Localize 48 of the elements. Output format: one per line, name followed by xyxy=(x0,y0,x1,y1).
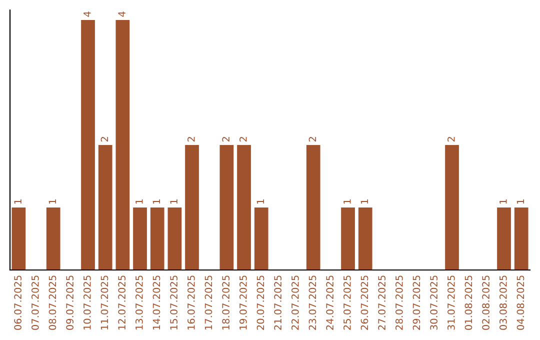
data-label: 2 xyxy=(308,137,316,142)
x-tick-label: 24.07.2025 xyxy=(326,276,334,330)
data-label: 1 xyxy=(136,199,143,204)
x-tick-label: 01.08.2025 xyxy=(464,276,472,330)
x-tick-label: 25.07.2025 xyxy=(343,276,351,330)
x-tick-label: 10.07.2025 xyxy=(83,276,91,330)
x-tick-label: 09.07.2025 xyxy=(66,276,74,330)
x-tick-label: 28.07.2025 xyxy=(395,276,403,330)
data-label: 2 xyxy=(100,137,108,142)
x-tick-label: 03.08.2025 xyxy=(499,276,507,330)
x-tick-label: 17.07.2025 xyxy=(204,276,212,330)
data-label: 2 xyxy=(239,137,247,142)
data-label: 4 xyxy=(84,12,91,17)
x-tick-label: 30.07.2025 xyxy=(430,276,438,330)
x-tick-label: 15.07.2025 xyxy=(170,276,178,330)
x-tick-label: 22.07.2025 xyxy=(291,276,299,330)
x-tick-label: 06.07.2025 xyxy=(14,276,22,330)
data-label: 1 xyxy=(152,199,160,204)
x-tick-label: 16.07.2025 xyxy=(187,276,195,330)
x-tick-label: 26.07.2025 xyxy=(360,276,368,330)
data-label: 4 xyxy=(118,12,126,17)
x-tick-label: 19.07.2025 xyxy=(239,276,247,330)
x-tick-label: 04.08.2025 xyxy=(516,276,524,330)
data-label: 2 xyxy=(447,137,455,142)
data-label: 1 xyxy=(344,199,351,204)
data-label: 1 xyxy=(360,199,368,204)
data-label: 1 xyxy=(14,199,22,204)
data-label: 1 xyxy=(500,199,507,204)
data-label: 2 xyxy=(222,137,230,142)
x-tick-label: 12.07.2025 xyxy=(118,276,126,330)
x-tick-label: 14.07.2025 xyxy=(152,276,160,330)
x-tick-label: 13.07.2025 xyxy=(135,276,143,330)
x-tick-label: 08.07.2025 xyxy=(48,276,56,330)
x-tick-label: 02.08.2025 xyxy=(482,276,490,330)
data-label: 1 xyxy=(170,199,178,204)
data-label: 1 xyxy=(256,199,264,204)
x-tick-label: 31.07.2025 xyxy=(447,276,455,330)
data-label: 1 xyxy=(516,199,524,204)
x-tick-label: 23.07.2025 xyxy=(308,276,316,330)
x-tick-label: 21.07.2025 xyxy=(274,276,282,330)
x-tick-label: 27.07.2025 xyxy=(378,276,386,330)
data-label: 2 xyxy=(187,137,195,142)
x-tick-label: 11.07.2025 xyxy=(100,276,108,330)
data-label: 1 xyxy=(48,199,56,204)
x-tick-label: 29.07.2025 xyxy=(412,276,420,330)
x-tick-label: 18.07.2025 xyxy=(222,276,230,330)
x-tick-label: 07.07.2025 xyxy=(31,276,39,330)
x-tick-label: 20.07.2025 xyxy=(256,276,264,330)
